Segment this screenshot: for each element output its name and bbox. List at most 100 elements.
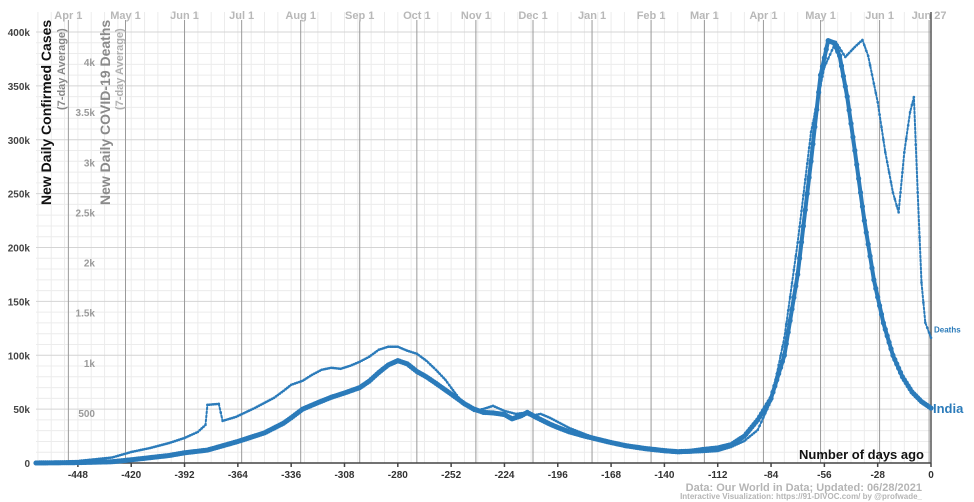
deaths-point <box>105 456 108 460</box>
deaths-point <box>899 191 902 194</box>
deaths-point <box>428 363 432 366</box>
deaths-point <box>864 49 868 52</box>
deaths-point <box>691 451 695 454</box>
y-right-tick-label: 2k <box>84 259 96 270</box>
deaths-point <box>748 434 752 438</box>
deaths-point <box>38 461 42 464</box>
axes: 0 50k 100k 150k 200k 250k 300k 350k 400k 500 1k 1.5… <box>8 12 934 481</box>
deaths-point <box>200 427 203 430</box>
deaths-point <box>516 412 520 415</box>
deaths-point <box>840 49 843 53</box>
deaths-point <box>872 82 876 85</box>
deaths-point <box>750 433 754 436</box>
x-tick-label: -448 <box>68 470 88 481</box>
deaths-point <box>849 49 853 53</box>
deaths-point <box>457 396 461 399</box>
deaths-point <box>287 385 291 388</box>
deaths-point <box>390 345 394 349</box>
cases-point <box>835 48 841 54</box>
deaths-point <box>91 458 95 461</box>
deaths-point <box>34 461 38 464</box>
deaths-point <box>55 460 59 464</box>
deaths-point <box>276 393 280 397</box>
y-left-tick-label: 350k <box>8 82 31 93</box>
month-label: Feb 1 <box>637 10 666 22</box>
deaths-point <box>451 388 455 392</box>
deaths-point <box>883 150 887 154</box>
deaths-point <box>253 406 257 410</box>
deaths-point <box>430 364 434 368</box>
deaths-point <box>920 281 923 284</box>
deaths-point <box>642 448 645 451</box>
cases-point <box>880 320 886 326</box>
deaths-series-label: Deaths <box>934 326 961 335</box>
deaths-point <box>219 411 223 414</box>
deaths-point <box>651 449 655 453</box>
deaths-point <box>906 124 910 127</box>
cases-point <box>800 223 807 229</box>
deaths-point <box>784 322 788 326</box>
cases-point <box>890 352 896 358</box>
cases-point <box>781 352 787 358</box>
deaths-point <box>560 422 563 426</box>
month-label: Jun 1 <box>170 10 199 22</box>
deaths-point <box>274 395 278 398</box>
deaths-point <box>912 95 916 99</box>
cases-point <box>854 161 860 168</box>
deaths-point <box>286 386 289 390</box>
deaths-point <box>885 160 889 164</box>
x-tick-label: -28 <box>870 470 885 481</box>
deaths-point <box>910 103 914 106</box>
cases-point <box>838 63 845 69</box>
cases-point <box>896 365 902 371</box>
deaths-point <box>870 73 874 76</box>
deaths-point <box>558 421 561 425</box>
deaths-point <box>773 381 777 385</box>
deaths-point <box>48 460 51 464</box>
deaths-point <box>630 446 634 450</box>
deaths-point <box>107 456 110 460</box>
deaths-point <box>455 393 459 397</box>
deaths-point <box>636 447 640 451</box>
deaths-point <box>680 451 683 455</box>
deaths-point <box>70 459 74 463</box>
deaths-point <box>746 436 750 440</box>
deaths-point <box>788 295 792 299</box>
deaths-point <box>78 459 82 463</box>
cases-point <box>886 339 892 345</box>
deaths-point <box>828 53 832 56</box>
deaths-point <box>272 396 276 400</box>
deaths-point <box>44 461 47 464</box>
cases-point <box>928 405 934 411</box>
deaths-point <box>520 411 523 415</box>
y-left-tick-label: 250k <box>8 190 31 201</box>
deaths-point <box>335 367 339 370</box>
deaths-point <box>685 451 689 454</box>
credit-viz: Interactive Visualization: https://91-DI… <box>680 492 922 501</box>
cases-point <box>894 361 900 367</box>
cases-series-label: India <box>933 401 964 416</box>
deaths-point <box>925 326 929 329</box>
deaths-point <box>847 51 851 55</box>
deaths-point <box>362 358 365 362</box>
deaths-point <box>426 361 430 364</box>
deaths-point <box>518 412 521 415</box>
deaths-point <box>436 370 440 374</box>
cases-point <box>783 341 789 347</box>
deaths-point <box>756 428 760 432</box>
deaths-point <box>440 374 443 378</box>
cases-point <box>785 329 791 335</box>
deaths-point <box>202 425 205 428</box>
y-axis-left-sublabel: (7-day Average) <box>56 28 68 110</box>
deaths-point <box>282 389 285 393</box>
deaths-point <box>67 460 70 463</box>
deaths-point <box>434 368 438 372</box>
cases-point <box>884 333 890 339</box>
deaths-point <box>668 451 672 454</box>
cases-point <box>804 191 810 197</box>
y-axis-right-sublabel: (7-day Average) <box>114 28 126 110</box>
deaths-point <box>638 447 641 451</box>
deaths-point <box>257 404 261 408</box>
deaths-point <box>267 399 270 403</box>
cases-point <box>821 55 827 61</box>
